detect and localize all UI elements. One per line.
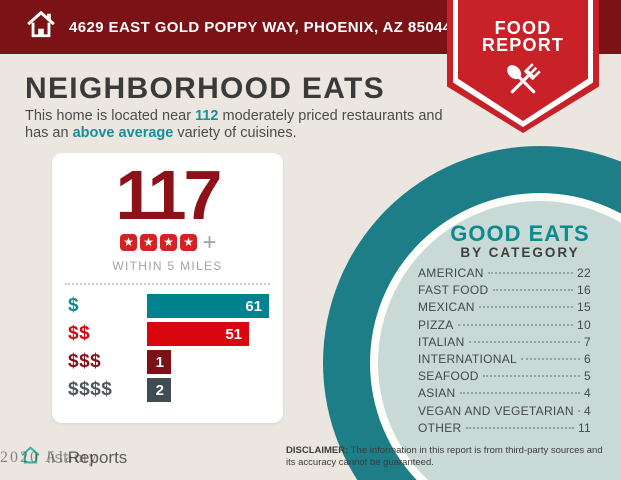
restaurant-count-highlight: 112 — [195, 108, 219, 124]
dotted-leader — [521, 357, 581, 360]
summary-card: 117 ★ ★ ★ ★ + WITHIN 5 MILES $61 $$ 51 $$$ 1 $$$… — [52, 153, 283, 423]
disclaimer-label: DISCLAIMER: — [286, 445, 349, 456]
category-label: MEXICAN — [418, 300, 475, 315]
category-value: 15 — [577, 300, 591, 315]
category-value: 22 — [577, 266, 591, 280]
good-eats-title: GOOD EATS — [450, 221, 590, 246]
category-label: OTHER — [418, 420, 462, 435]
category-label: ASIAN — [418, 386, 456, 401]
dotted-leader — [457, 323, 574, 326]
variety-highlight: above average — [72, 124, 174, 141]
category-value: 10 — [577, 317, 591, 332]
ribbon-title: FOOD REPORT — [447, 18, 599, 55]
category-value: 4 — [584, 403, 591, 418]
category-label: INTERNATIONAL — [418, 351, 518, 366]
bar-row: $$$$ 2 — [68, 378, 275, 402]
disclaimer-text: The information in this report is from t… — [286, 445, 603, 468]
category-value: 6 — [584, 351, 591, 366]
category-label: AMERICAN — [418, 266, 484, 280]
category-value: 7 — [584, 334, 591, 349]
category-row: MEXICAN 15 — [418, 300, 591, 317]
star-icon: ★ — [119, 234, 137, 251]
category-row: AMERICAN 22 — [418, 266, 591, 283]
category-label: VEGAN AND VEGETARIAN — [418, 403, 574, 418]
bar-row: $61 — [68, 294, 275, 318]
category-list: AMERICAN 22 FAST FOOD 16 MEXICAN 15 PIZZA 10 ITA… — [418, 266, 591, 438]
subtitle-text: variety of cuisines. — [173, 124, 297, 141]
ribbon-title-line1: FOOD — [494, 18, 552, 38]
price-tier-label: $$$ — [68, 351, 102, 372]
category-label: PIZZA — [418, 317, 454, 332]
disclaimer: DISCLAIMER: The information in this repo… — [286, 445, 608, 469]
price-tier-label: $$$$ — [68, 379, 113, 400]
star-icon: ★ — [179, 234, 197, 251]
listreports-wordmark: listReports — [47, 448, 128, 467]
dotted-leader — [487, 272, 574, 274]
category-value: 11 — [577, 420, 591, 435]
category-row: FAST FOOD 16 — [418, 283, 591, 300]
listreports-logo: listReports — [20, 446, 127, 470]
star-icon: ★ — [139, 234, 157, 251]
dotted-leader — [468, 340, 581, 343]
category-value: 16 — [577, 283, 591, 298]
category-label: SEAFOOD — [418, 369, 479, 384]
dotted-leader — [492, 289, 574, 292]
bar: 2 — [147, 378, 171, 402]
category-row: INTERNATIONAL 6 — [418, 352, 591, 369]
dotted-divider — [65, 283, 270, 285]
category-value: 4 — [584, 386, 591, 401]
star-rating: ★ ★ ★ ★ + — [52, 229, 283, 256]
subtitle-text: This home is located near — [25, 108, 196, 124]
crossed-utensils-icon — [500, 58, 546, 109]
dotted-leader — [459, 392, 581, 395]
stock-watermark: 2020 Alamy — [0, 449, 99, 466]
price-tier-label: $ — [68, 295, 80, 316]
price-tier-bar-chart: $61 $$ 51 $$$ 1 $$$$ 2 — [68, 294, 275, 406]
category-row: OTHER 11 — [418, 421, 591, 438]
dotted-leader — [465, 426, 574, 429]
bar-row: $$$ 1 — [68, 350, 275, 374]
dotted-leader — [478, 306, 574, 309]
subtitle-text: moderately priced restaurants and has an — [25, 108, 443, 141]
category-label: ITALIAN — [418, 334, 465, 349]
category-row: VEGAN AND VEGETARIAN 4 — [418, 404, 591, 421]
page-title: NEIGHBORHOOD EATS — [25, 72, 385, 105]
bar-row: $$ 51 — [68, 322, 275, 346]
star-badges: ★ ★ ★ ★ — [118, 234, 198, 251]
category-label: FAST FOOD — [418, 283, 489, 298]
good-eats-subtitle: BY CATEGORY — [460, 245, 580, 260]
dotted-leader — [577, 409, 581, 412]
intro-subtitle: This home is located near 112 moderately… — [25, 108, 455, 141]
bar: 61 — [147, 294, 269, 318]
bar: 51 — [147, 322, 249, 346]
listreports-house-icon — [20, 446, 41, 470]
plus-sign: + — [202, 229, 217, 256]
star-icon: ★ — [159, 234, 177, 251]
bar: 1 — [147, 350, 171, 374]
category-row: ITALIAN 7 — [418, 335, 591, 352]
dotted-leader — [482, 375, 581, 378]
property-address: 4629 EAST GOLD POPPY WAY, PHOENIX, AZ 85… — [69, 18, 452, 36]
radius-caption: WITHIN 5 MILES — [112, 259, 223, 273]
category-row: ASIAN 4 — [418, 386, 591, 403]
home-icon — [26, 10, 56, 44]
price-tier-label: $$ — [68, 323, 91, 344]
category-row: PIZZA 10 — [418, 318, 591, 335]
category-value: 5 — [584, 369, 591, 384]
restaurant-count: 117 — [115, 156, 223, 234]
category-row: SEAFOOD 5 — [418, 369, 591, 386]
ribbon-title-line2: REPORT — [481, 35, 565, 55]
